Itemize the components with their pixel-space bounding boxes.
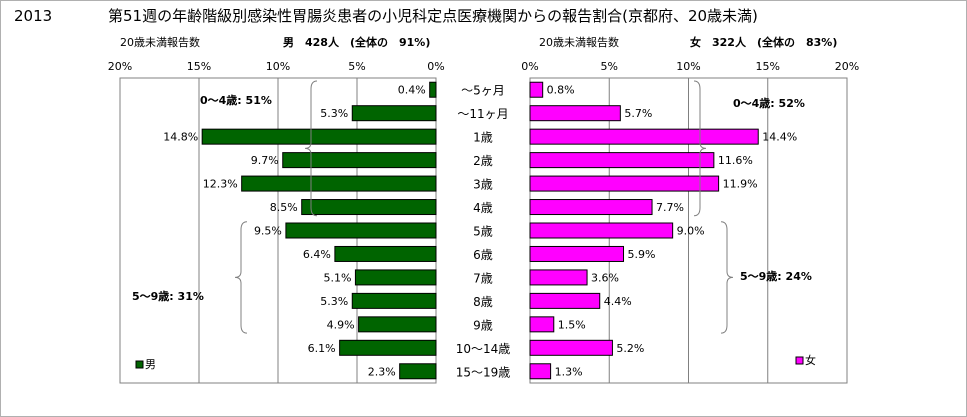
female-value-label: 9.0% — [677, 225, 705, 238]
category-label: 10～14歳 — [456, 342, 511, 356]
female-value-label: 1.5% — [558, 318, 586, 331]
female-x-tick-label: 0% — [521, 60, 538, 73]
age-category-labels: ～5ヶ月 ～11ヶ月 1歳 2歳 3歳 4歳 5歳 6歳 7歳 8歳 9歳 10～14歳 15～19歳 — [456, 84, 511, 380]
female-bar — [529, 199, 653, 216]
male-legend-label: 男 — [145, 358, 156, 371]
female-bar — [529, 128, 759, 145]
chart-year: 2013 — [14, 7, 52, 25]
category-label: 2歳 — [473, 154, 493, 168]
male-bar — [201, 128, 437, 145]
category-label: 1歳 — [473, 131, 493, 145]
male-header-count: 男 428人 (全体の 91%) — [283, 35, 430, 49]
male-value-label: 8.5% — [270, 201, 298, 214]
male-x-tick-label: 10% — [266, 60, 290, 73]
male-value-label: 6.1% — [308, 342, 336, 355]
male-value-label: 14.8% — [163, 131, 198, 144]
male-brace-5-9 — [234, 221, 248, 334]
male-header-label: 20歳未満報告数 — [120, 36, 200, 49]
category-label: ～11ヶ月 — [457, 107, 508, 121]
male-bar — [351, 105, 437, 122]
male-bar — [429, 81, 437, 98]
female-bar — [529, 269, 588, 286]
male-bar — [354, 269, 437, 286]
female-x-tick-label: 15% — [756, 60, 780, 73]
female-value-label: 0.8% — [547, 84, 575, 97]
male-value-label: 0.4% — [398, 84, 426, 97]
female-bar — [529, 316, 555, 333]
male-x-tick-label: 15% — [187, 60, 211, 73]
female-bar — [529, 339, 613, 356]
female-x-tick-label: 5% — [601, 60, 618, 73]
male-group-label-0-4: 0～4歳: 51% — [200, 93, 272, 107]
female-bar — [529, 222, 674, 239]
male-value-label: 4.9% — [327, 318, 355, 331]
female-bar — [529, 152, 715, 169]
male-bar — [334, 245, 437, 262]
female-x-tick-label: 20% — [835, 60, 859, 73]
female-value-label: 14.4% — [762, 131, 797, 144]
female-value-label: 4.4% — [604, 295, 632, 308]
female-group-label-0-4: 0～4歳: 52% — [733, 96, 805, 110]
female-value-label: 5.9% — [628, 248, 656, 261]
male-bar — [339, 339, 437, 356]
female-value-label: 3.6% — [591, 271, 619, 284]
male-bar — [358, 316, 437, 333]
female-bar — [529, 363, 552, 380]
female-value-label: 11.6% — [718, 154, 753, 167]
chart-title: 第51週の年齢階級別感染性胃腸炎患者の小児科定点医療機関からの報告割合(京都府、… — [108, 7, 758, 25]
male-brace-0-4 — [304, 80, 318, 217]
male-x-tick-label: 5% — [348, 60, 365, 73]
category-label: 5歳 — [473, 225, 493, 239]
male-bar — [282, 152, 437, 169]
female-bar — [529, 245, 625, 262]
female-value-label: 5.2% — [616, 342, 644, 355]
male-x-tick-label: 0% — [427, 60, 444, 73]
male-value-label: 12.3% — [203, 178, 238, 191]
male-value-label: 5.1% — [323, 271, 351, 284]
male-value-label: 5.3% — [320, 107, 348, 120]
male-value-label: 2.3% — [368, 365, 396, 378]
female-header-count: 女 322人 (全体の 83%) — [690, 35, 837, 49]
female-brace-5-9 — [720, 221, 734, 334]
female-bar — [529, 175, 720, 192]
category-label: 6歳 — [473, 248, 493, 262]
male-bar — [241, 175, 437, 192]
female-x-tick-label: 10% — [676, 60, 700, 73]
male-x-tick-label: 20% — [108, 60, 132, 73]
female-header-label: 20歳未満報告数 — [539, 36, 619, 49]
female-value-label: 1.3% — [555, 365, 583, 378]
female-legend-label: 女 — [805, 353, 816, 367]
female-bar — [529, 292, 601, 309]
female-group-label-5-9: 5～9歳: 24% — [740, 269, 812, 283]
male-value-label: 5.3% — [320, 295, 348, 308]
male-value-label: 9.7% — [251, 154, 279, 167]
male-bar — [285, 222, 437, 239]
male-legend-swatch — [135, 360, 144, 369]
category-label: 8歳 — [473, 295, 493, 309]
male-value-label: 9.5% — [254, 225, 282, 238]
female-brace-0-4 — [693, 80, 707, 217]
male-group-label-5-9: 5～9歳: 31% — [132, 289, 204, 303]
category-label: 4歳 — [473, 201, 493, 215]
female-plot-area: 0% 5% 10% 15% 20% 0.8% 5.7% 14.4% 11.6% 11.9% 7.7%… — [521, 60, 859, 384]
female-value-label: 11.9% — [723, 178, 758, 191]
female-value-label: 5.7% — [624, 107, 652, 120]
category-label: 15～19歳 — [456, 365, 511, 379]
male-bar — [399, 363, 437, 380]
female-bar — [529, 81, 544, 98]
category-label: ～5ヶ月 — [461, 84, 505, 98]
group-annotations: 0～4歳: 51% 5～9歳: 31% 0～4歳: 52% 5～9歳: 24% 男 女 — [132, 80, 816, 371]
category-label: 7歳 — [473, 271, 493, 285]
category-label: 3歳 — [473, 178, 493, 192]
male-bar — [301, 199, 437, 216]
female-value-label: 7.7% — [656, 201, 684, 214]
male-plot-area: 0% 5% 10% 15% 20% 0.4% 5.3% 14.8% 9.7% 12.3% 8.5% 9… — [108, 60, 445, 384]
female-bar — [529, 105, 621, 122]
male-value-label: 6.4% — [303, 248, 331, 261]
female-legend-swatch — [795, 356, 804, 365]
male-bar — [351, 292, 437, 309]
category-label: 9歳 — [473, 318, 493, 332]
